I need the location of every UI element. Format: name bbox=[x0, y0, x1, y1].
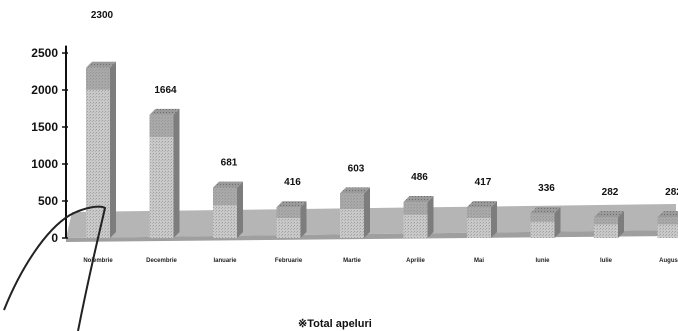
bar-shade bbox=[276, 207, 301, 218]
bar-shade bbox=[149, 114, 174, 137]
bar-top bbox=[149, 108, 180, 115]
bar-shade bbox=[657, 217, 678, 225]
bar-shade bbox=[467, 207, 491, 218]
bar-shade bbox=[530, 213, 555, 222]
category-label: Aprilie bbox=[406, 258, 425, 264]
floor-front-edge bbox=[66, 230, 676, 242]
legend-label: ※Total apeluri bbox=[298, 318, 372, 330]
bar-top bbox=[340, 187, 370, 194]
bar bbox=[340, 187, 370, 238]
bar-side bbox=[491, 201, 497, 238]
bar-top bbox=[594, 211, 624, 218]
y-tick-label: 1500 bbox=[31, 120, 58, 134]
category-label: Noiembrie bbox=[83, 258, 113, 264]
bar-top bbox=[657, 211, 678, 218]
bar-top bbox=[403, 196, 434, 203]
bar-side bbox=[237, 181, 243, 238]
bar-shade bbox=[594, 217, 618, 225]
category-label: Februarie bbox=[275, 258, 303, 264]
bar bbox=[657, 211, 678, 238]
y-tick-label: 0 bbox=[51, 231, 58, 245]
data-label: 2300 bbox=[91, 10, 114, 21]
bar-top bbox=[530, 207, 561, 214]
y-tick-label: 2500 bbox=[31, 46, 58, 60]
bar-top bbox=[467, 201, 497, 208]
bar bbox=[467, 201, 497, 238]
y-axis: 0 500 1000 1500 2000 2500 bbox=[31, 45, 68, 245]
bar-front bbox=[86, 67, 110, 238]
data-label: 336 bbox=[538, 183, 555, 194]
bar-top bbox=[213, 181, 243, 188]
data-label: 417 bbox=[475, 177, 492, 188]
data-label: 681 bbox=[221, 158, 238, 169]
data-label: 603 bbox=[348, 163, 365, 174]
bar-side bbox=[364, 187, 370, 238]
bar bbox=[276, 201, 307, 238]
bar-top bbox=[276, 201, 307, 208]
bar bbox=[530, 207, 561, 238]
bar bbox=[149, 108, 180, 238]
category-label: Iunie bbox=[535, 258, 550, 264]
bars bbox=[86, 61, 678, 238]
bar-side bbox=[300, 201, 307, 238]
bar-shade bbox=[340, 193, 364, 209]
bar-side bbox=[110, 61, 116, 238]
bar-side bbox=[427, 196, 434, 238]
y-tick-label: 1000 bbox=[31, 157, 58, 171]
data-label: 282 bbox=[602, 187, 619, 198]
bar-side bbox=[618, 211, 624, 238]
category-label: August bbox=[659, 258, 678, 264]
data-label: 486 bbox=[411, 172, 428, 183]
bar-shade bbox=[86, 67, 110, 90]
category-label: Martie bbox=[343, 258, 361, 264]
bar-side bbox=[173, 108, 180, 238]
category-label: Decembrie bbox=[146, 258, 177, 264]
category-label: Mai bbox=[474, 258, 484, 264]
bar-shade bbox=[403, 202, 428, 215]
bar-side bbox=[554, 207, 561, 238]
data-label: 416 bbox=[284, 177, 301, 188]
legend: ※Total apeluri bbox=[298, 318, 372, 330]
category-label: Ianuarie bbox=[213, 258, 237, 264]
labels: 2300 Noiembrie 1664 Decembrie 681 Ianuarie 416… bbox=[83, 10, 678, 264]
y-tick-label: 500 bbox=[38, 194, 58, 208]
bar bbox=[403, 196, 434, 238]
bar bbox=[213, 181, 243, 238]
y-tick-label: 2000 bbox=[31, 83, 58, 97]
data-label: 1664 bbox=[154, 85, 177, 96]
pen-annotation bbox=[3, 205, 107, 331]
data-label: 282 bbox=[665, 187, 678, 198]
category-label: Iulie bbox=[600, 258, 613, 264]
bar bbox=[86, 61, 116, 238]
bar-top bbox=[86, 61, 116, 68]
bar bbox=[594, 211, 624, 238]
bar-shade bbox=[213, 187, 237, 206]
